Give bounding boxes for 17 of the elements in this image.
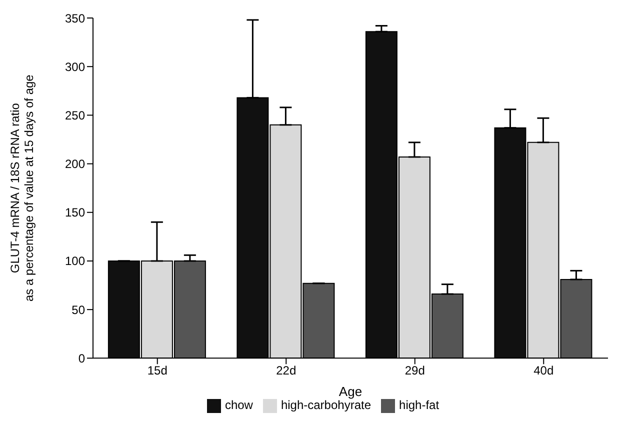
y-tick-label: 200: [64, 157, 86, 172]
y-tick-label: 0: [78, 351, 86, 366]
y-tick-label: 150: [64, 206, 86, 220]
x-tick-label: 29d: [404, 364, 425, 378]
x-axis-title: Age: [338, 384, 362, 400]
legend-label: high-carbohyrate: [280, 398, 372, 412]
y-axis-title: GLUT-4 mRNA / 18S rRNA ratio as a percentage of value at 15 days of age: [8, 74, 36, 302]
x-tick-label: 22d: [276, 364, 296, 378]
y-tick-label: 100: [64, 254, 86, 268]
legend-label: chow: [224, 398, 253, 412]
y-tick-label: 300: [64, 60, 86, 74]
y-tick-label: 50: [72, 302, 86, 317]
y-tick-label: 250: [64, 108, 86, 122]
legend-label: high-fat: [399, 398, 440, 412]
y-tick-label: 350: [64, 11, 86, 26]
x-tick-label: 40d: [534, 364, 554, 378]
x-tick-label: 15d: [147, 364, 168, 378]
